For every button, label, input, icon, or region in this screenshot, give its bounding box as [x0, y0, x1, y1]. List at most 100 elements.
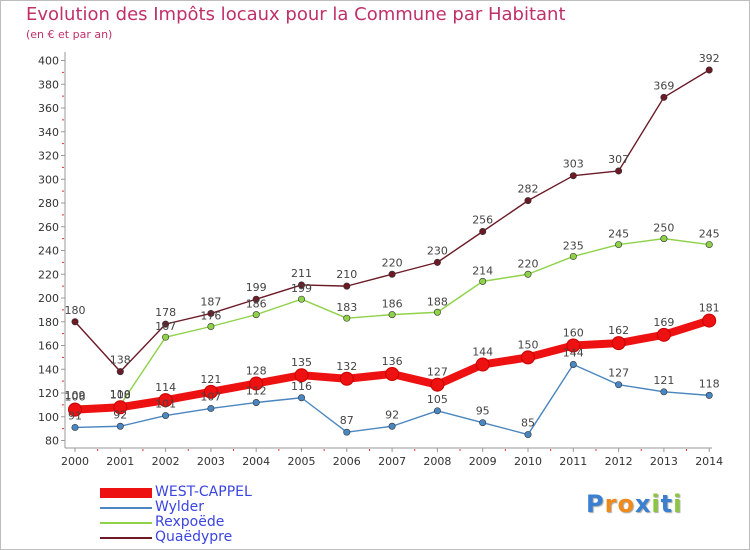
x-tick-label: 2010	[514, 455, 542, 468]
data-point-west-cappel	[203, 384, 218, 399]
data-point-quaedypre	[660, 93, 668, 101]
data-label-wylder: 127	[608, 367, 629, 380]
data-point-wylder	[162, 412, 170, 420]
data-label-rexpoede: 110	[110, 388, 131, 401]
data-label-quaedypre: 138	[110, 354, 131, 367]
y-tick-label: 360	[38, 102, 59, 115]
data-point-west-cappel	[430, 377, 445, 392]
data-point-wylder	[252, 398, 260, 406]
logo-letter: x	[634, 490, 652, 518]
data-point-wylder	[433, 407, 441, 415]
data-label-rexpoede: 245	[608, 228, 629, 241]
legend-label-west-cappel: WEST-CAPPEL	[155, 484, 252, 500]
data-point-quaedypre	[479, 228, 487, 236]
data-label-west-cappel: 106	[65, 391, 86, 404]
data-label-rexpoede: 250	[653, 222, 674, 235]
data-label-wylder: 107	[200, 390, 221, 403]
data-label-wylder: 95	[476, 405, 490, 418]
data-point-west-cappel	[294, 368, 309, 383]
chart-title: Evolution des Impôts locaux pour la Comm…	[26, 4, 566, 25]
data-label-west-cappel: 150	[518, 338, 539, 351]
x-tick-label: 2012	[605, 455, 633, 468]
data-point-wylder	[615, 381, 623, 389]
data-point-wylder	[388, 422, 396, 430]
legend-label-wylder: Wylder	[155, 499, 205, 515]
data-point-quaedypre	[297, 281, 305, 289]
data-point-rexpoede	[479, 277, 487, 285]
data-label-quaedypre: 303	[563, 158, 584, 171]
legend-swatch-wylder	[100, 507, 152, 509]
data-label-west-cappel: 121	[200, 373, 221, 386]
data-label-rexpoede: 245	[699, 228, 720, 241]
data-label-wylder: 105	[427, 393, 448, 406]
y-tick-label: 400	[38, 55, 59, 68]
data-point-rexpoede	[615, 241, 623, 249]
data-point-rexpoede	[207, 322, 215, 330]
data-label-rexpoede: 199	[291, 282, 312, 295]
logo-letter: i	[651, 490, 661, 518]
data-point-west-cappel	[339, 371, 354, 386]
data-label-west-cappel: 132	[336, 360, 357, 373]
data-point-wylder	[479, 419, 487, 427]
data-point-quaedypre	[71, 318, 79, 326]
y-tick-label: 340	[38, 126, 59, 139]
x-tick-label: 2013	[650, 455, 678, 468]
data-label-wylder: 118	[699, 377, 720, 390]
series-wylder	[71, 360, 713, 439]
y-tick-label: 260	[38, 221, 59, 234]
data-label-rexpoede: 109	[65, 389, 86, 402]
data-label-rexpoede: 214	[472, 264, 493, 277]
legend-swatch-rexpoede	[100, 522, 152, 524]
data-point-wylder	[343, 428, 351, 436]
data-label-west-cappel: 160	[563, 327, 584, 340]
data-label-west-cappel: 136	[382, 355, 403, 368]
data-point-quaedypre	[162, 320, 170, 328]
x-tick-label: 2009	[469, 455, 497, 468]
x-tick-label: 2008	[423, 455, 451, 468]
data-label-west-cappel: 144	[472, 346, 493, 359]
legend-label-quaedypre: Quaëdypre	[155, 529, 233, 545]
data-label-rexpoede: 186	[382, 298, 403, 311]
logo-letter: r	[604, 490, 618, 518]
data-label-west-cappel: 181	[699, 302, 720, 315]
data-point-wylder	[705, 391, 713, 399]
data-label-wylder: 92	[385, 408, 399, 421]
data-label-west-cappel: 135	[291, 356, 312, 369]
data-point-rexpoede	[569, 252, 577, 260]
y-tick-label: 380	[38, 78, 59, 91]
data-label-wylder: 144	[563, 347, 584, 360]
data-label-west-cappel: 127	[427, 366, 448, 379]
data-point-rexpoede	[343, 314, 351, 322]
data-label-rexpoede: 235	[563, 239, 584, 252]
chart-subtitle: (en € et par an)	[26, 28, 113, 41]
data-point-west-cappel	[158, 393, 173, 408]
data-point-quaedypre	[207, 309, 215, 317]
data-label-wylder: 112	[246, 385, 267, 398]
legend-item-west-cappel: WEST-CAPPEL	[100, 484, 320, 501]
data-point-wylder	[71, 423, 79, 431]
data-point-west-cappel	[68, 402, 82, 417]
data-label-wylder: 85	[521, 417, 535, 430]
data-label-quaedypre: 211	[291, 267, 312, 280]
series-quaedypre	[71, 66, 713, 376]
data-label-rexpoede: 176	[200, 310, 221, 323]
data-point-wylder	[116, 422, 124, 430]
x-tick-label: 2002	[152, 455, 180, 468]
legend-swatch-west-cappel	[100, 488, 152, 498]
data-point-rexpoede	[162, 333, 170, 341]
data-point-wylder	[207, 404, 215, 412]
legend: WEST-CAPPEL Wylder Rexpoëde Quaëdypre	[100, 484, 320, 546]
y-tick-label: 140	[38, 363, 59, 376]
data-label-wylder: 91	[68, 409, 82, 422]
data-label-west-cappel: 108	[110, 388, 131, 401]
series-west-cappel	[68, 313, 717, 417]
y-tick-label: 80	[45, 435, 59, 448]
data-point-rexpoede	[660, 235, 668, 243]
data-point-wylder	[524, 431, 532, 439]
data-point-west-cappel	[113, 400, 128, 415]
data-label-west-cappel: 162	[608, 324, 629, 337]
data-point-quaedypre	[524, 197, 532, 205]
x-tick-label: 2007	[378, 455, 406, 468]
